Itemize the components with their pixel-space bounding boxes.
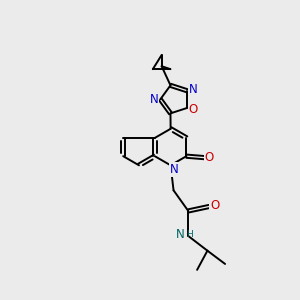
Text: O: O xyxy=(210,199,219,212)
Text: O: O xyxy=(205,151,214,164)
Text: O: O xyxy=(189,103,198,116)
Text: H: H xyxy=(186,230,193,239)
Text: N: N xyxy=(189,83,198,96)
Text: N: N xyxy=(176,228,184,241)
Text: N: N xyxy=(170,163,178,176)
Text: N: N xyxy=(149,93,158,106)
